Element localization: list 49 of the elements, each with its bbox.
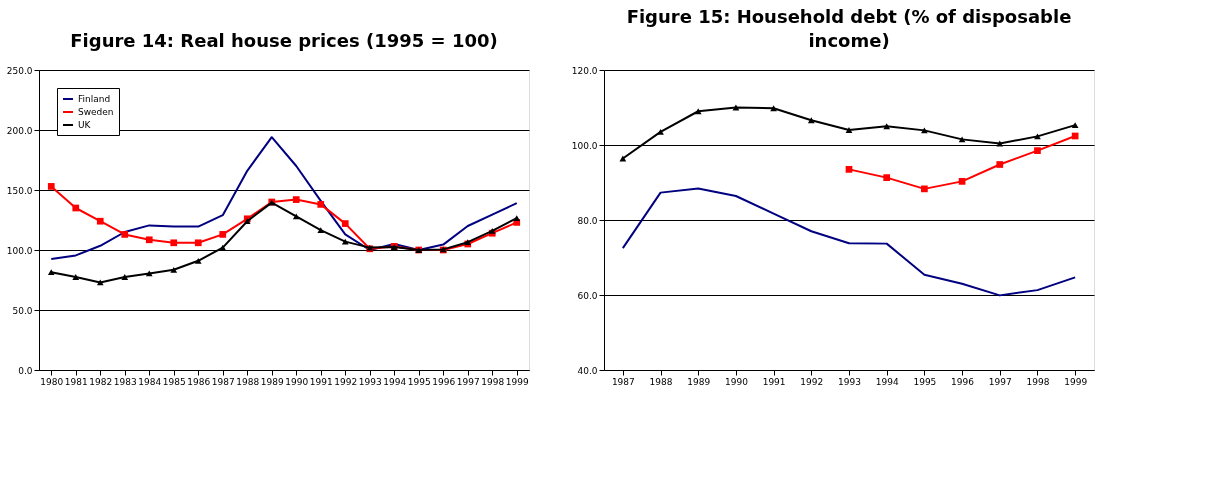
x-tick-label: 1995 xyxy=(913,376,937,387)
x-tick-label: 1989 xyxy=(260,376,284,387)
y-tick-label: 100.0 xyxy=(571,140,598,151)
x-tick-label: 1986 xyxy=(187,376,211,387)
x-tick-label: 1992 xyxy=(800,376,824,387)
y-tick-label: 200.0 xyxy=(6,125,33,136)
y-tick-label: 80.0 xyxy=(577,215,598,226)
x-tick-label: 1988 xyxy=(236,376,260,387)
y-tick-label: 0.0 xyxy=(18,365,33,376)
x-tick-label: 1993 xyxy=(838,376,861,387)
x-tick-label: 1980 xyxy=(40,376,64,387)
x-tick-label: 1999 xyxy=(1064,376,1088,387)
x-tick-label: 1991 xyxy=(762,376,786,387)
x-tick-label: 1981 xyxy=(64,376,88,387)
x-tick-label: 1997 xyxy=(456,376,480,387)
y-tick-label: 150.0 xyxy=(6,185,33,196)
chart-title: Figure 15: Household debt (% of disposable income) xyxy=(626,6,1072,51)
x-tick-label: 1983 xyxy=(113,376,137,387)
x-tick-label: 1996 xyxy=(432,376,456,387)
x-tick-label: 1999 xyxy=(505,376,529,387)
x-tick-label: 1990 xyxy=(724,376,749,387)
x-tick-label: 1991 xyxy=(309,376,333,387)
chart-title: Figure 14: Real house prices (1995 = 100) xyxy=(70,30,498,51)
x-tick-label: 1989 xyxy=(687,376,711,387)
y-tick-label: 120.0 xyxy=(571,65,598,76)
y-tick-label: 50.0 xyxy=(12,305,33,316)
x-tick-label: 1990 xyxy=(285,376,309,387)
x-tick-label: 1984 xyxy=(138,376,162,387)
x-tick-label: 1985 xyxy=(162,376,186,387)
x-tick-label: 1994 xyxy=(383,376,407,387)
x-tick-label: 1987 xyxy=(211,376,235,387)
x-tick-label: 1982 xyxy=(89,376,113,387)
x-tick-label: 1998 xyxy=(1026,376,1050,387)
y-tick-label: 250.0 xyxy=(6,65,33,76)
legend-label: Finland xyxy=(78,94,111,104)
x-tick-label: 1995 xyxy=(407,376,431,387)
x-tick-label: 1996 xyxy=(951,376,975,387)
x-tick-label: 1988 xyxy=(649,376,673,387)
y-tick-label: 60.0 xyxy=(577,290,598,301)
x-tick-label: 1997 xyxy=(988,376,1012,387)
x-tick-label: 1992 xyxy=(334,376,358,387)
y-tick-label: 100.0 xyxy=(6,245,33,256)
x-tick-label: 1993 xyxy=(358,376,382,387)
y-tick-label: 40.0 xyxy=(577,365,598,376)
legend-label: Sweden xyxy=(78,107,114,117)
x-tick-label: 1998 xyxy=(481,376,505,387)
x-tick-label: 1994 xyxy=(875,376,899,387)
x-tick-label: 1987 xyxy=(611,376,635,387)
legend-label: UK xyxy=(78,120,92,130)
